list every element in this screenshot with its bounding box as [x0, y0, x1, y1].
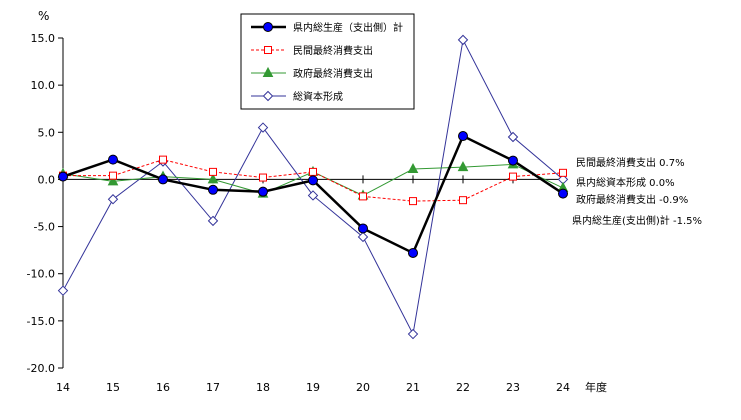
x-axis-suffix-label: 年度: [585, 380, 607, 394]
annotation-label: 県内総資本形成 0.0%: [576, 176, 675, 189]
data-point: [57, 285, 69, 296]
x-tick-label: 14: [56, 381, 70, 394]
legend-label: 総資本形成: [293, 90, 343, 103]
data-point: [159, 155, 167, 164]
legend-label: 民間最終消費支出: [293, 44, 373, 57]
x-tick-label: 19: [306, 381, 320, 394]
data-point: [259, 173, 267, 182]
y-tick-label: 15.0: [31, 32, 56, 45]
x-tick-label: 17: [206, 381, 220, 394]
data-point: [409, 197, 417, 206]
x-tick-label: 18: [256, 381, 270, 394]
legend-item-2: 政府最終消費支出: [251, 66, 373, 80]
annotation-label: 県内総生産(支出側)計 -1.5%: [572, 214, 702, 227]
x-tick-label: 21: [406, 381, 420, 394]
data-point: [507, 131, 519, 143]
legend-marker: [263, 22, 273, 32]
data-point: [307, 190, 319, 201]
annotations: 民間最終消費支出 0.7% 県内総資本形成 0.0% 政府最終消費支出 -0.9% 県…: [572, 156, 702, 227]
data-point: [457, 161, 469, 172]
data-point: [107, 175, 119, 186]
legend-item-1: 民間最終消費支出: [251, 44, 373, 57]
data-point: [158, 174, 168, 185]
data-point: [258, 186, 268, 197]
data-point: [207, 215, 219, 227]
legend-item-3: 総資本形成: [251, 90, 343, 103]
x-tick-label: 24: [556, 381, 570, 394]
data-point: [308, 175, 318, 186]
y-tick-label: 10.0: [31, 79, 56, 92]
axes: 15.0 10.0 5.0 0.0 -5.0 -10.0 -15.0 -20.0% 14 15 16…: [27, 9, 607, 394]
data-point: [459, 196, 467, 205]
data-point: [508, 155, 518, 166]
data-point: [209, 167, 217, 176]
y-tick-label: -10.0: [27, 268, 55, 281]
data-point: [407, 328, 419, 340]
y-tick-label: -5.0: [34, 221, 55, 234]
data-point: [509, 172, 517, 181]
data-point: [109, 171, 117, 180]
data-point: [309, 167, 317, 176]
data-point: [408, 247, 418, 258]
data-point: [108, 154, 118, 165]
data-point: [208, 184, 218, 195]
y-tick-label: 5.0: [38, 126, 56, 139]
data-point: [407, 162, 419, 174]
data-point: [558, 188, 568, 199]
annotation-label: 民間最終消費支出 0.7%: [576, 156, 685, 169]
y-unit-label: %: [38, 9, 49, 23]
data-point: [559, 168, 567, 177]
series-layer: [57, 34, 569, 340]
legend-item-0: 県内総生産（支出側）計: [251, 21, 403, 34]
data-point: [207, 173, 219, 184]
legend-label: 政府最終消費支出: [293, 67, 373, 80]
annotation-label: 政府最終消費支出 -0.9%: [576, 193, 688, 206]
y-tick-label: -20.0: [27, 362, 55, 375]
y-tick-label: -15.0: [27, 315, 55, 328]
data-point: [357, 231, 369, 243]
data-point: [358, 223, 368, 234]
legend-marker: [262, 90, 274, 102]
data-point: [107, 194, 119, 205]
data-point: [58, 171, 68, 182]
data-point: [457, 34, 469, 46]
series-0: [58, 131, 568, 258]
x-tick-label: 15: [106, 381, 120, 394]
x-tick-label: 22: [456, 381, 470, 394]
x-tick-label: 23: [506, 381, 520, 394]
series-line-1: [63, 159, 564, 202]
data-point: [257, 122, 269, 133]
legend-label: 県内総生産（支出側）計: [293, 21, 403, 34]
x-tick-label: 20: [356, 381, 370, 394]
x-tick-label: 16: [156, 381, 170, 394]
legend-marker: [264, 46, 272, 54]
y-tick-label: 0.0: [38, 173, 56, 186]
data-point: [458, 131, 468, 142]
data-point: [359, 192, 367, 201]
legend-marker: [262, 66, 274, 77]
